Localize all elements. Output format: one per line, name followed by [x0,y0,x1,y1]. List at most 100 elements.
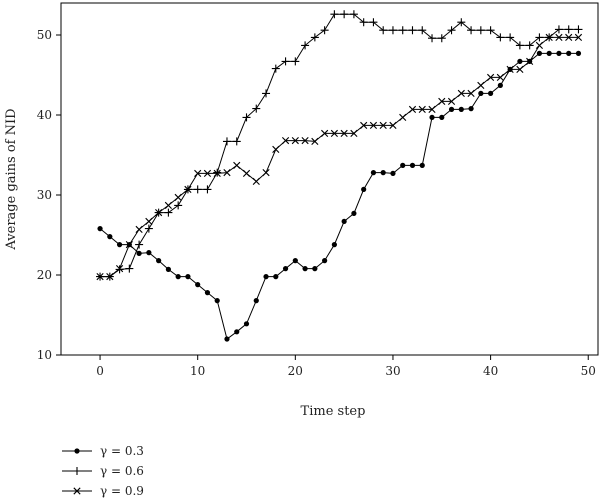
data-point [535,41,544,49]
data-point [320,26,329,35]
data-point [115,265,124,273]
data-point [564,25,573,34]
data-point [341,218,347,224]
data-point [106,273,114,281]
data-point [457,18,466,27]
data-point [136,250,142,256]
series-2 [96,10,583,281]
data-point [330,129,338,137]
data-point [213,169,221,177]
legend-label: γ = 0.3 [100,444,144,458]
data-point [281,137,290,145]
data-point [331,242,337,248]
data-point [233,161,241,169]
data-point [389,121,397,129]
data-point [193,185,202,194]
data-point [467,26,476,35]
x-tick-label: 40 [483,364,498,378]
data-point [556,50,562,57]
y-axis-label: Average gains of NID [4,108,19,250]
data-point [565,33,573,41]
data-point [243,321,250,327]
data-point [214,298,220,304]
data-point [486,26,495,35]
data-point [311,137,319,145]
data-point [281,57,290,66]
data-point [457,89,465,97]
data-point [380,170,386,176]
data-point [340,10,349,19]
data-point [232,137,241,146]
data-point [146,250,152,256]
data-point [156,258,162,264]
data-point [400,162,406,168]
data-point [125,241,133,249]
data-point [165,266,171,272]
data-point [291,137,299,145]
data-point [174,201,183,210]
data-point [222,137,231,146]
data-point [566,50,572,57]
series-line [99,52,579,340]
data-point [174,193,182,201]
data-point [204,290,211,296]
x-tick-label: 0 [96,364,104,378]
x-tick-label: 30 [385,364,400,378]
data-point [458,106,464,112]
data-point [361,186,367,192]
data-point [116,242,123,248]
data-point [487,73,495,81]
data-point [526,57,534,65]
data-point [399,113,407,121]
y-axis-ticks: 10 20 30 40 50 [37,28,61,362]
data-point [273,274,279,280]
data-point [292,258,298,264]
series-3 [96,33,583,281]
data-point [330,10,339,19]
y-tick-label: 30 [37,188,52,202]
y-tick-label: 50 [37,28,52,42]
x-axis-label: Time step [301,404,366,419]
data-point [555,33,563,41]
legend-marker [73,487,81,495]
y-tick-label: 40 [37,108,52,122]
data-point [574,25,583,34]
data-point [203,169,212,177]
data-point [349,10,358,19]
data-point [144,224,153,233]
data-point [145,217,153,225]
data-point [242,169,251,177]
y-tick-label: 20 [37,268,52,282]
data-point [447,26,456,35]
data-point [359,18,368,27]
data-point [272,145,280,153]
legend-item: γ = 0.6 [62,464,144,478]
data-point [135,225,143,233]
data-point [517,58,523,64]
data-point [506,65,514,73]
data-point [164,208,173,217]
data-point [253,298,259,304]
data-point [418,105,426,113]
x-tick-label: 20 [288,364,303,378]
data-point [115,265,124,274]
data-point [301,137,309,145]
data-point [467,89,475,97]
data-point [195,282,201,288]
data-point [262,89,271,98]
data-point [496,33,505,42]
data-point [408,105,417,113]
data-point [488,90,494,96]
x-tick-label: 50 [581,364,596,378]
data-point [409,162,416,168]
data-point [390,170,396,176]
data-point [574,33,583,41]
data-point [428,34,437,43]
data-point [271,64,280,73]
data-point [369,121,378,129]
data-point [224,336,230,342]
data-point [175,274,181,280]
data-point [575,50,582,57]
data-point [438,97,446,105]
